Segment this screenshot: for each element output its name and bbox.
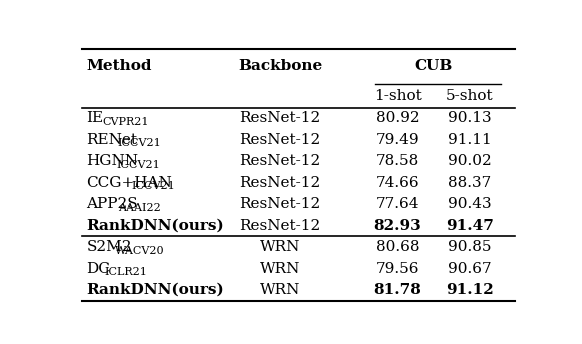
Text: WRN: WRN <box>260 283 300 297</box>
Text: ICCV21: ICCV21 <box>116 160 160 170</box>
Text: RankDNN(ours): RankDNN(ours) <box>86 283 224 297</box>
Text: 90.43: 90.43 <box>448 197 491 211</box>
Text: HGNN: HGNN <box>86 154 139 168</box>
Text: 79.56: 79.56 <box>376 262 419 276</box>
Text: 91.47: 91.47 <box>446 219 494 233</box>
Text: 81.78: 81.78 <box>374 283 421 297</box>
Text: CCG+HAN: CCG+HAN <box>86 176 172 190</box>
Text: ResNet-12: ResNet-12 <box>240 133 321 147</box>
Text: ResNet-12: ResNet-12 <box>240 111 321 125</box>
Text: 77.64: 77.64 <box>376 197 419 211</box>
Text: 80.68: 80.68 <box>376 240 419 254</box>
Text: 5-shot: 5-shot <box>446 89 494 103</box>
Text: DC: DC <box>86 262 110 276</box>
Text: ResNet-12: ResNet-12 <box>240 154 321 168</box>
Text: ResNet-12: ResNet-12 <box>240 197 321 211</box>
Text: IE: IE <box>86 111 104 125</box>
Text: ICCV21: ICCV21 <box>118 138 162 148</box>
Text: 88.37: 88.37 <box>448 176 491 190</box>
Text: AAAI22: AAAI22 <box>118 203 161 213</box>
Text: 1-shot: 1-shot <box>374 89 421 103</box>
Text: 90.85: 90.85 <box>448 240 491 254</box>
Text: 90.13: 90.13 <box>448 111 491 125</box>
Text: 74.66: 74.66 <box>376 176 419 190</box>
Text: ResNet-12: ResNet-12 <box>240 176 321 190</box>
Text: CVPR21: CVPR21 <box>102 117 149 127</box>
Text: ResNet-12: ResNet-12 <box>240 219 321 233</box>
Text: 80.92: 80.92 <box>376 111 419 125</box>
Text: 91.11: 91.11 <box>448 133 492 147</box>
Text: WRN: WRN <box>260 240 300 254</box>
Text: 79.49: 79.49 <box>376 133 419 147</box>
Text: RankDNN(ours): RankDNN(ours) <box>86 219 224 233</box>
Text: APP2S: APP2S <box>86 197 138 211</box>
Text: S2M2: S2M2 <box>86 240 132 254</box>
Text: WRN: WRN <box>260 262 300 276</box>
Text: ICLR21: ICLR21 <box>104 267 147 277</box>
Text: 82.93: 82.93 <box>374 219 421 233</box>
Text: CUB: CUB <box>414 60 453 73</box>
Text: WACV20: WACV20 <box>115 246 164 256</box>
Text: 78.58: 78.58 <box>376 154 419 168</box>
Text: Method: Method <box>86 60 152 73</box>
Text: RENet: RENet <box>86 133 137 147</box>
Text: 90.67: 90.67 <box>448 262 491 276</box>
Text: Backbone: Backbone <box>238 60 322 73</box>
Text: ICCV21: ICCV21 <box>132 181 175 191</box>
Text: 90.02: 90.02 <box>448 154 492 168</box>
Text: 91.12: 91.12 <box>446 283 494 297</box>
